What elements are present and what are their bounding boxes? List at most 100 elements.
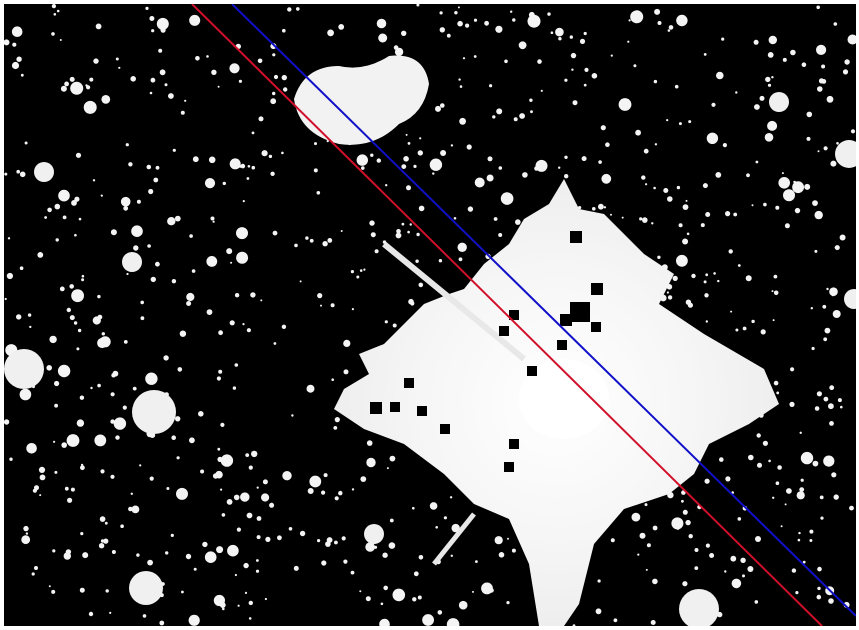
star-dot (667, 196, 673, 202)
star-dot (473, 18, 478, 22)
star-dot (817, 586, 821, 591)
star-dot (621, 216, 624, 219)
star-dot (118, 418, 124, 424)
star-dot (737, 264, 741, 267)
star-dot (519, 113, 525, 119)
star-dot (706, 132, 719, 144)
star-dot (816, 5, 820, 10)
star-dot (637, 553, 640, 556)
star-dot (755, 160, 759, 164)
star-dot (821, 64, 826, 69)
star-dot (767, 83, 772, 87)
star-dot (816, 594, 822, 600)
star-dot (206, 309, 213, 315)
star-dot (830, 160, 837, 167)
star-dot (654, 143, 658, 146)
star-dot (535, 159, 548, 172)
star-dot (653, 79, 658, 84)
star-dot (309, 238, 314, 243)
star-dot (439, 27, 445, 33)
masked-pixels (370, 231, 603, 472)
star-dot (327, 29, 334, 37)
star-dot (149, 476, 154, 481)
star-dot (323, 473, 328, 478)
star-dot (59, 286, 65, 292)
star-dot (343, 339, 351, 347)
star-dot (724, 570, 727, 573)
star-dot (123, 340, 128, 344)
star-dot (88, 611, 94, 617)
bright-star (34, 162, 54, 182)
star-dot (86, 85, 91, 90)
star-dot (151, 29, 155, 33)
star-dot (126, 272, 129, 276)
star-dot (147, 244, 151, 248)
star-dot (639, 532, 646, 539)
star-dot (733, 212, 738, 217)
star-dot (378, 33, 388, 43)
star-dot (325, 541, 331, 547)
star-dot (392, 588, 406, 602)
star-dot (115, 57, 119, 61)
star-dot (233, 494, 240, 501)
star-dot (156, 17, 169, 30)
star-dot (109, 611, 112, 615)
star-dot (89, 77, 94, 82)
star-dot (204, 178, 216, 189)
star-dot (54, 380, 60, 387)
star-dot (250, 292, 256, 298)
star-dot (251, 131, 255, 135)
star-dot (198, 411, 204, 417)
star-dot (366, 440, 373, 446)
star-dot (376, 158, 381, 163)
star-dot (11, 61, 20, 70)
star-dot (753, 39, 759, 45)
star-dot (773, 290, 779, 296)
star-dot (29, 325, 32, 329)
star-dot (598, 203, 604, 210)
star-dot (69, 76, 75, 82)
star-dot (605, 142, 610, 147)
star-dot (572, 100, 578, 106)
star-dot (631, 512, 641, 522)
star-dot (579, 38, 586, 45)
star-dot (277, 535, 282, 541)
star-dot (73, 321, 78, 325)
star-dot (240, 163, 246, 169)
star-dot (645, 183, 648, 186)
star-dot (57, 364, 71, 378)
star-dot (103, 340, 108, 344)
star-dot (795, 591, 799, 595)
star-dot (731, 578, 742, 589)
star-dot (27, 313, 32, 317)
star-dot (489, 84, 493, 88)
star-dot (269, 502, 275, 508)
star-dot (627, 40, 630, 43)
star-dot (457, 242, 467, 252)
bright-star (835, 140, 856, 168)
star-dot (159, 69, 166, 76)
star-dot (778, 177, 790, 189)
star-dot (817, 566, 822, 572)
star-dot (118, 66, 121, 69)
star-dot (737, 517, 742, 521)
star-dot (189, 14, 201, 26)
star-dot (844, 59, 850, 65)
star-dot (145, 6, 149, 10)
star-dot (139, 464, 142, 467)
star-dot (583, 31, 587, 36)
star-dot (350, 270, 354, 274)
star-dot (776, 391, 780, 395)
star-dot (380, 602, 384, 606)
bright-star (132, 390, 176, 434)
star-dot (356, 154, 368, 166)
star-dot (457, 20, 463, 27)
star-dot (110, 229, 117, 236)
star-dot (93, 58, 99, 64)
star-dot (212, 473, 219, 479)
star-dot (70, 81, 84, 95)
star-dot (760, 329, 766, 335)
star-dot (256, 486, 259, 489)
star-dot (61, 442, 67, 448)
